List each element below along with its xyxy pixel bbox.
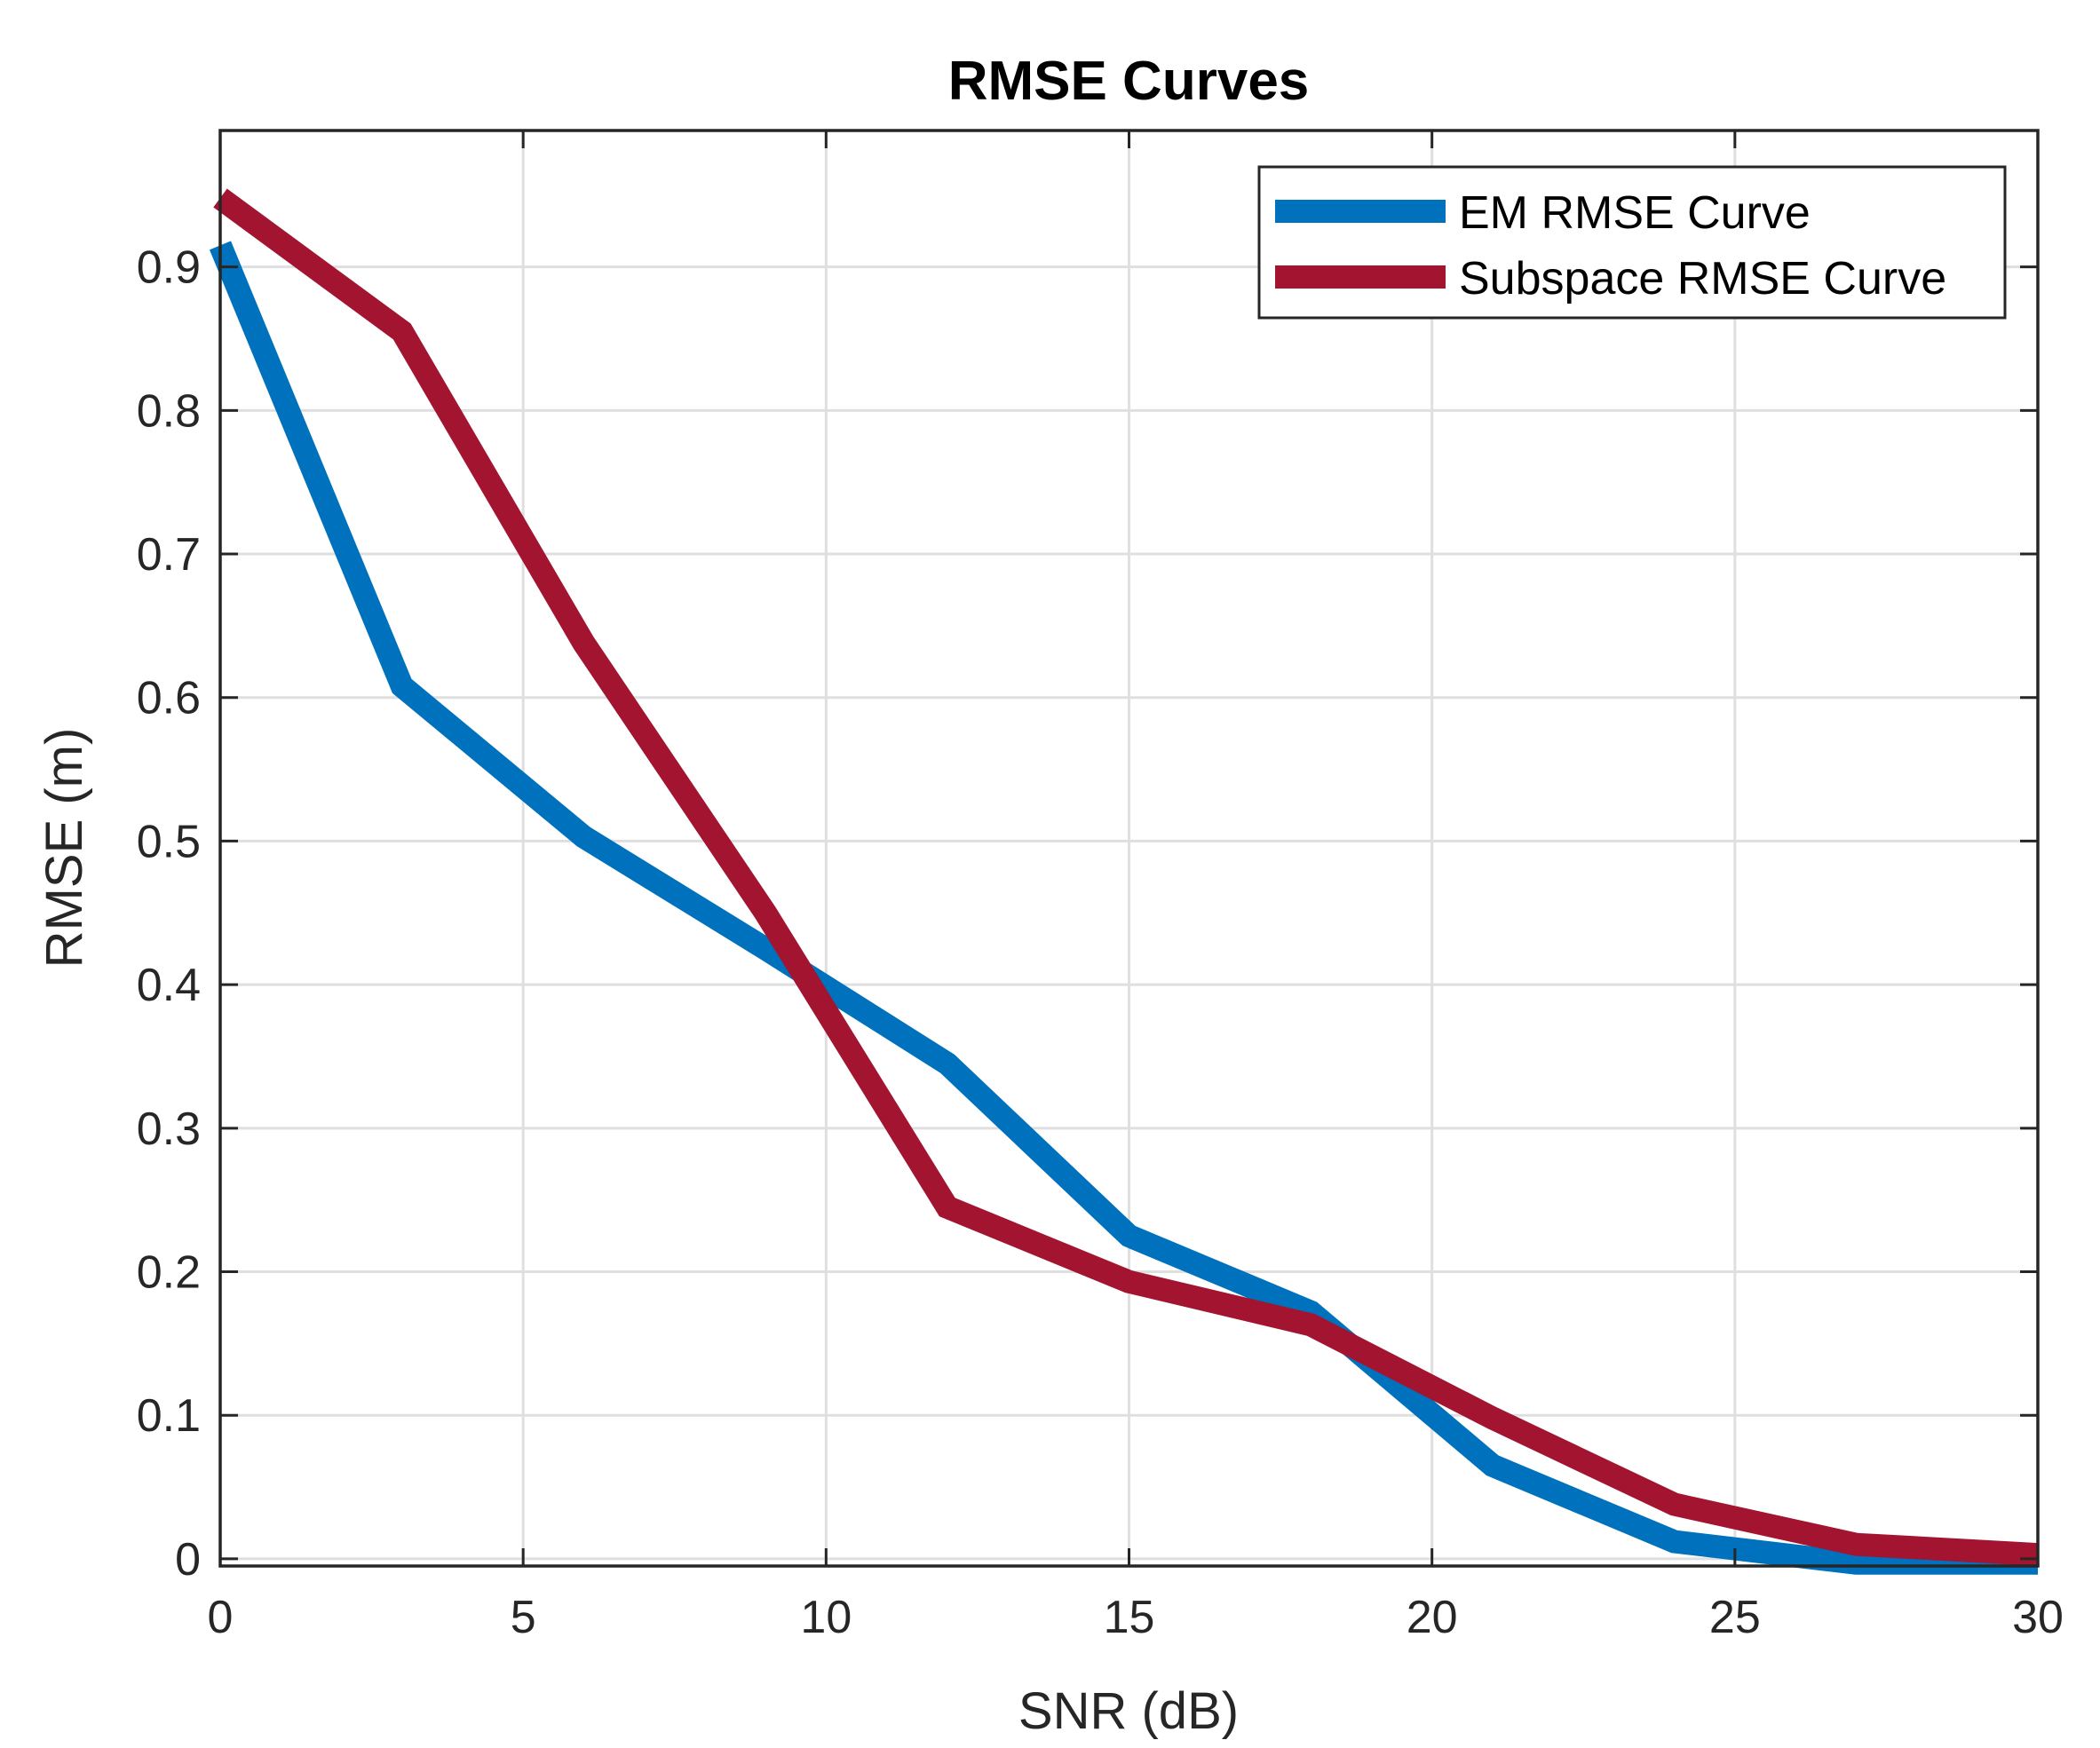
y-tick-label: 0.3 bbox=[137, 1103, 201, 1155]
y-tick-label: 0.5 bbox=[137, 816, 201, 867]
y-tick-label: 0 bbox=[175, 1534, 201, 1586]
legend-label-subspace: Subspace RMSE Curve bbox=[1459, 253, 1946, 305]
y-tick-label: 0.6 bbox=[137, 673, 201, 724]
y-tick-label: 0.1 bbox=[137, 1390, 201, 1442]
y-tick-label: 0.9 bbox=[137, 242, 201, 294]
y-tick-labels: 0 0.1 0.2 0.3 0.4 0.5 0.6 0.7 0.8 0.9 bbox=[137, 242, 201, 1586]
y-tick-label: 0.8 bbox=[137, 385, 201, 437]
chart-title: RMSE Curves bbox=[948, 51, 1310, 112]
legend: EM RMSE Curve Subspace RMSE Curve bbox=[1257, 165, 2007, 320]
x-tick-label: 5 bbox=[511, 1592, 536, 1643]
x-tick-label: 15 bbox=[1104, 1592, 1155, 1643]
x-tick-label: 10 bbox=[800, 1592, 852, 1643]
x-tick-label: 25 bbox=[1709, 1592, 1761, 1643]
y-tick-label: 0.4 bbox=[137, 960, 201, 1011]
x-tick-label: 0 bbox=[208, 1592, 234, 1643]
x-axis-label: SNR (dB) bbox=[1018, 1682, 1239, 1740]
tick-marks bbox=[218, 131, 2040, 1566]
y-axis-label: RMSE (m) bbox=[36, 728, 93, 969]
y-tick-label: 0.7 bbox=[137, 529, 201, 581]
x-tick-labels: 0 5 10 15 20 25 30 bbox=[208, 1592, 2064, 1643]
x-tick-label: 30 bbox=[2012, 1592, 2064, 1643]
series-line-subspace bbox=[213, 188, 2039, 1567]
legend-label-em: EM RMSE Curve bbox=[1459, 187, 1811, 239]
x-tick-label: 20 bbox=[1407, 1592, 1458, 1643]
legend-box bbox=[1257, 165, 2007, 320]
y-tick-label: 0.2 bbox=[137, 1247, 201, 1299]
